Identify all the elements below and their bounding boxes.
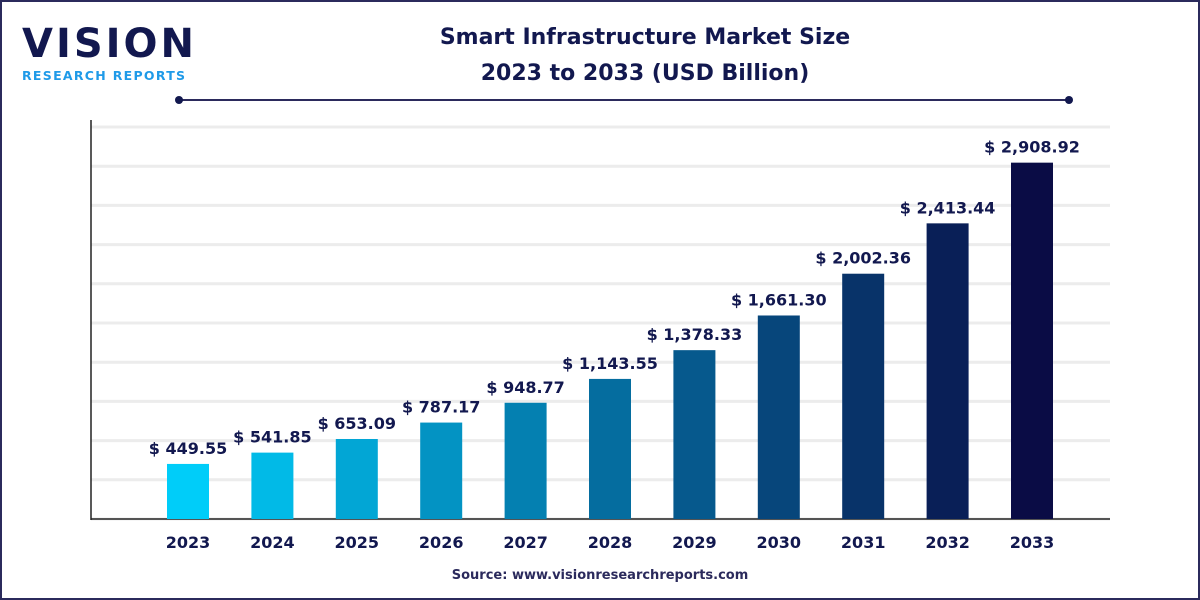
data-label-2031: $ 2,002.36 — [815, 249, 911, 268]
x-tick-label-2025: 2025 — [335, 533, 380, 552]
x-tick-label-2024: 2024 — [250, 533, 295, 552]
x-tick-label-2028: 2028 — [588, 533, 633, 552]
x-tick-label-2031: 2031 — [841, 533, 886, 552]
bar-2023 — [167, 463, 209, 519]
data-label-2026: $ 787.17 — [402, 398, 480, 417]
x-tick-label-2030: 2030 — [757, 533, 802, 552]
bar-2024 — [251, 452, 294, 519]
title-line-2: 2023 to 2033 (USD Billion) — [480, 61, 810, 86]
bar-2032 — [926, 223, 969, 519]
divider-dot-left — [175, 96, 183, 104]
title-line-1: Smart Infrastructure Market Size — [439, 25, 851, 50]
bar-2026 — [420, 422, 463, 519]
vision-research-reports-logo: VISION RESEARCH REPORTS — [22, 22, 197, 83]
bar-2029 — [673, 350, 716, 519]
data-label-2029: $ 1,378.33 — [647, 325, 743, 344]
data-label-2025: $ 653.09 — [318, 414, 396, 433]
data-label-2030: $ 1,661.30 — [731, 290, 827, 309]
logo-tagline: RESEARCH REPORTS — [22, 68, 187, 83]
x-tick-label-2026: 2026 — [419, 533, 464, 552]
data-label-2033: $ 2,908.92 — [984, 138, 1080, 157]
logo-wordmark: VISION — [22, 21, 198, 67]
divider-dot-right — [1065, 96, 1073, 104]
x-tick-label-2023: 2023 — [166, 533, 211, 552]
source-note: Source: www.visionresearchreports.com — [451, 568, 749, 583]
title-divider — [179, 99, 1069, 101]
bar-2033 — [1011, 162, 1053, 520]
bar-2028 — [589, 378, 631, 519]
bar-2027 — [504, 402, 547, 519]
x-tick-label-2033: 2033 — [1010, 533, 1055, 552]
data-label-2027: $ 948.77 — [486, 378, 564, 397]
data-label-2024: $ 541.85 — [233, 428, 311, 447]
chart-title: Smart Infrastructure Market Size 2023 to… — [345, 20, 945, 92]
data-label-2032: $ 2,413.44 — [900, 198, 996, 217]
bar-2031 — [842, 273, 885, 519]
bar-2025 — [335, 438, 378, 519]
bar-2030 — [757, 315, 800, 519]
x-tick-label-2027: 2027 — [503, 533, 548, 552]
x-tick-label-2032: 2032 — [925, 533, 970, 552]
x-tick-label-2029: 2029 — [672, 533, 717, 552]
data-label-2028: $ 1,143.55 — [562, 354, 658, 373]
data-label-2023: $ 449.55 — [149, 439, 227, 458]
